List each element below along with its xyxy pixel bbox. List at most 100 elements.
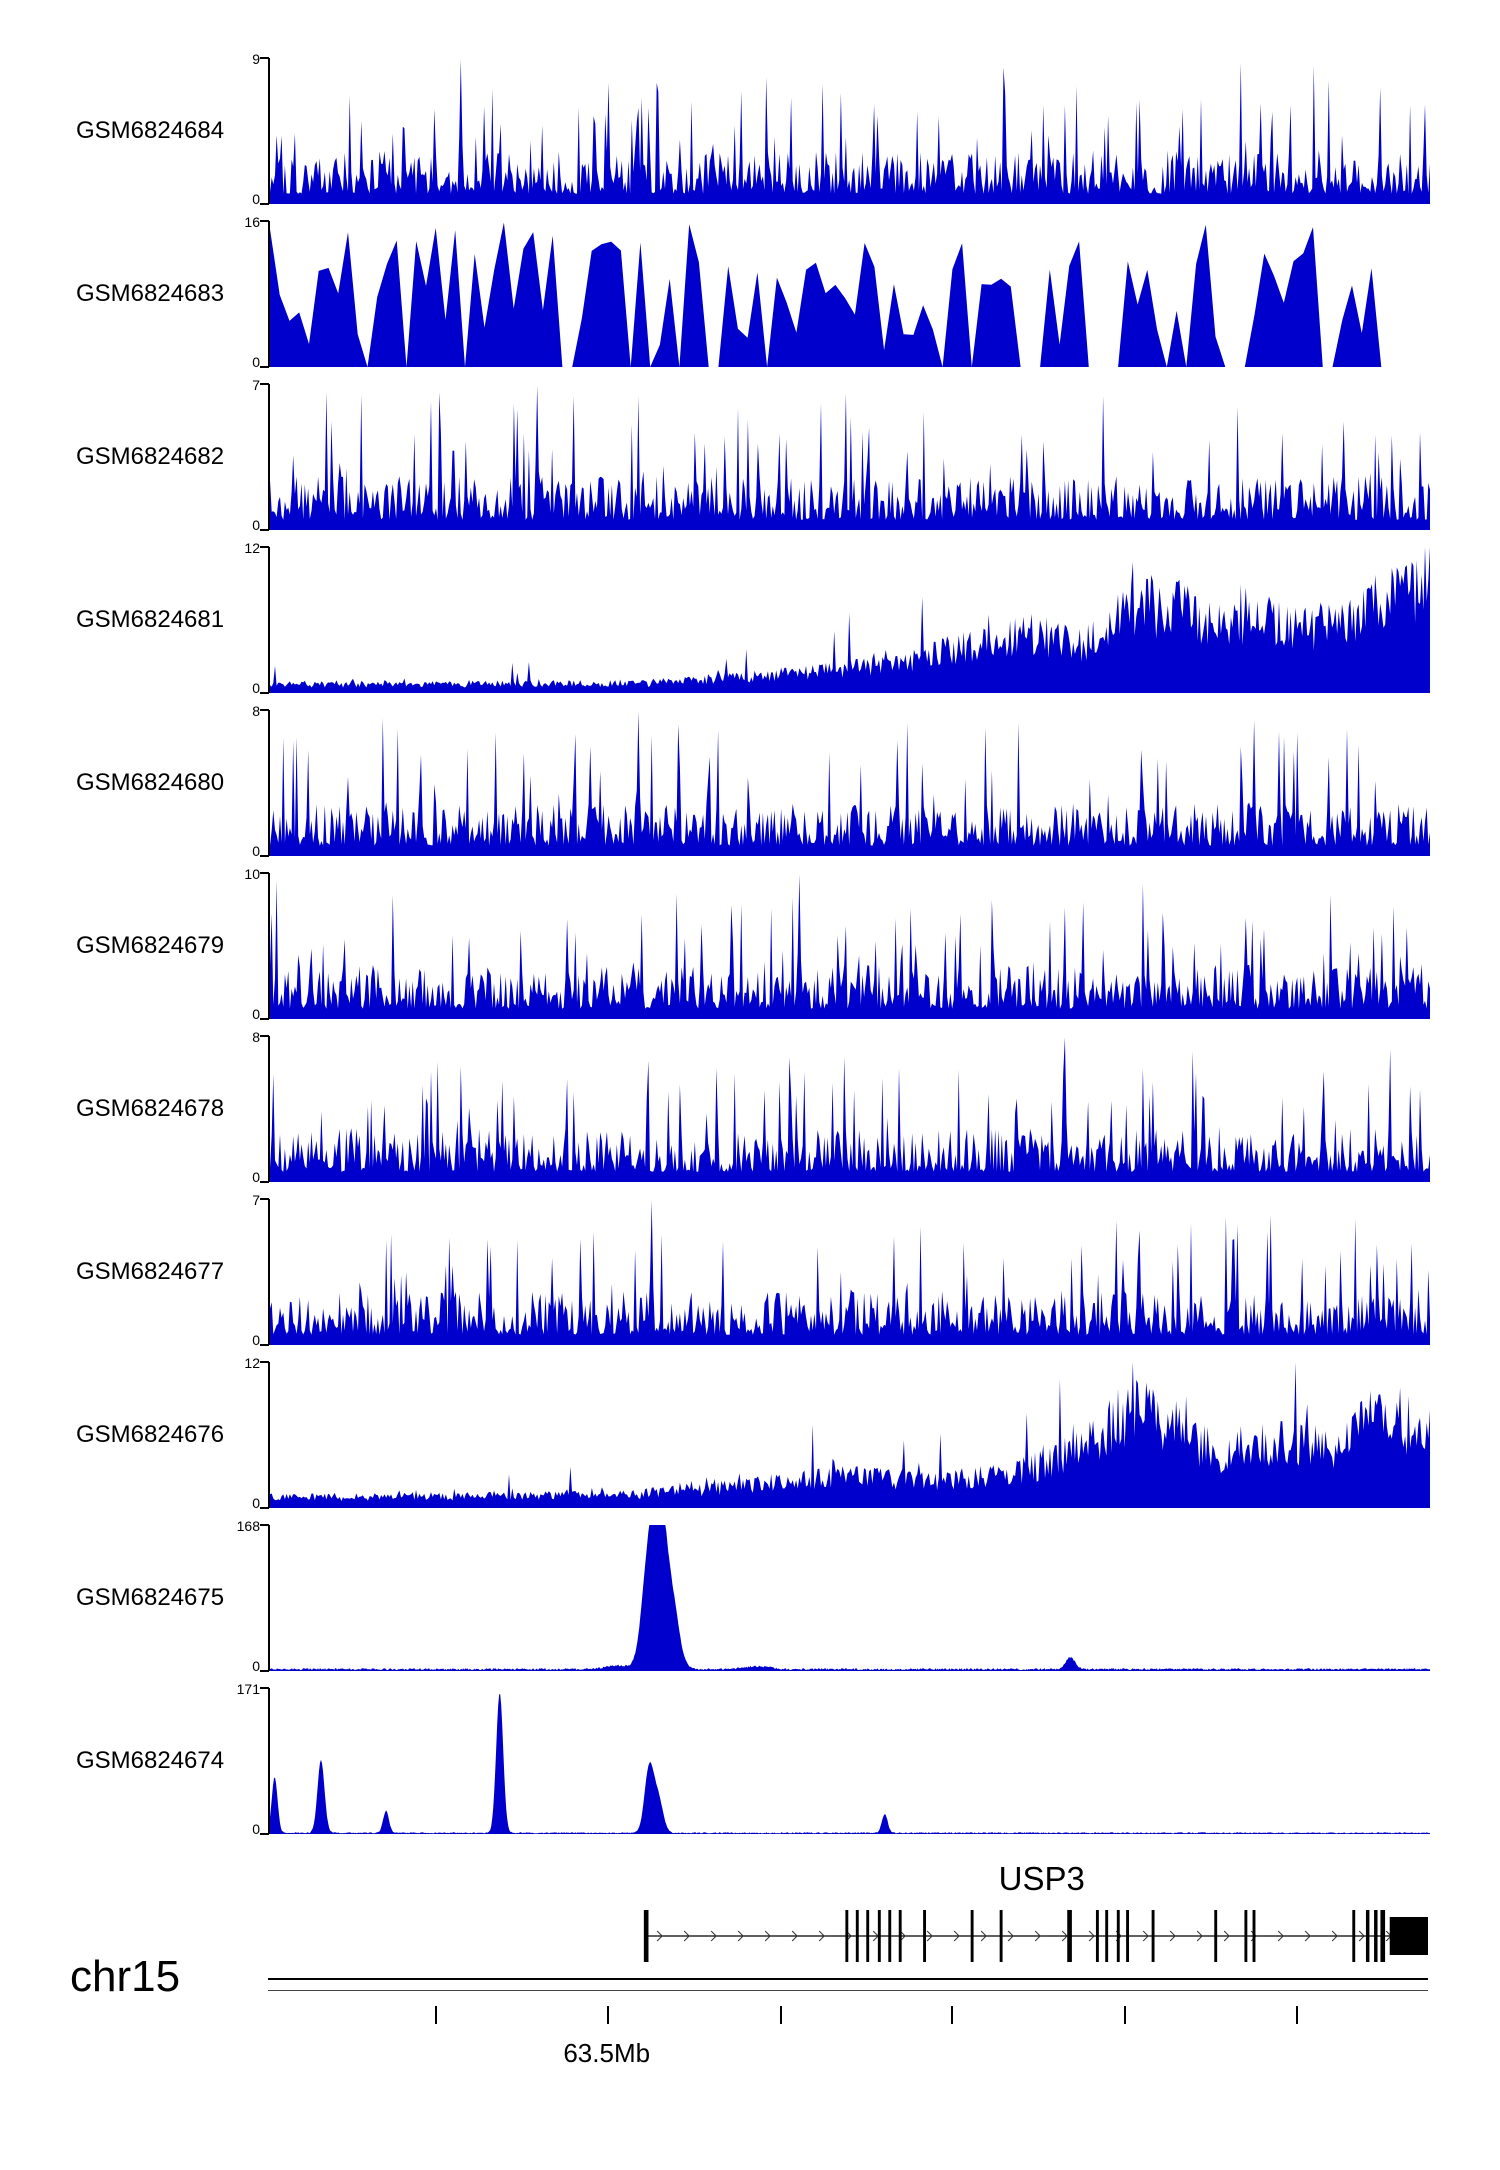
coverage-track: GSM6824680 8 0: [0, 704, 1500, 858]
y-axis-max-label: 9: [252, 51, 260, 67]
coverage-tracks: GSM6824684 9 0 GSM6824683 16 0 GSM6824682 7 0 GSM…: [0, 52, 1500, 1836]
track-label: GSM6824674: [76, 1747, 225, 1774]
track-plot: 12 0: [244, 541, 1430, 695]
coverage-signal: [270, 874, 1430, 1019]
genome-axis: chr15 63.5Mb: [0, 1952, 1500, 2128]
y-axis-tick: [260, 1035, 269, 1037]
gene-model-svg: [643, 1910, 1428, 1962]
coverage-signal: [270, 222, 1430, 367]
axis-tick: [435, 2006, 438, 2024]
axis-tick: [779, 2006, 782, 2024]
y-axis-tick: [260, 1507, 269, 1509]
y-axis-tick: [260, 529, 269, 531]
y-axis-tick: [260, 1670, 269, 1672]
track-plot: 10 0: [244, 867, 1430, 1021]
track-label: GSM6824684: [76, 117, 225, 144]
axis-line: [268, 1978, 1428, 1980]
track-label: GSM6824675: [76, 1584, 225, 1611]
y-axis-max-label: 8: [252, 1029, 260, 1045]
coverage-signal: [270, 59, 1430, 204]
coverage-track: GSM6824677 7 0: [0, 1193, 1500, 1347]
y-axis-zero-label: 0: [252, 1006, 260, 1022]
track-plot: 171 0: [237, 1682, 1430, 1836]
coverage-track: GSM6824682 7 0: [0, 378, 1500, 532]
y-axis-tick: [260, 692, 269, 694]
track-label: GSM6824679: [76, 932, 225, 959]
y-axis-zero-label: 0: [252, 517, 260, 533]
coverage-track: GSM6824684 9 0: [0, 52, 1500, 206]
y-axis-max-label: 10: [244, 866, 260, 882]
axis-tick: [951, 2006, 954, 2024]
coverage-track: GSM6824674 171 0: [0, 1682, 1500, 1836]
y-axis-zero-label: 0: [252, 354, 260, 370]
y-axis-max-label: 12: [244, 540, 260, 556]
y-axis-tick: [260, 1833, 269, 1835]
coverage-signal: [270, 1037, 1430, 1182]
y-axis-tick: [260, 1198, 269, 1200]
track-label: GSM6824678: [76, 1095, 225, 1122]
y-axis-zero-label: 0: [252, 843, 260, 859]
axis-plot: 63.5Mb: [268, 1978, 1428, 2128]
y-axis-max-label: 168: [236, 1518, 260, 1534]
gene-plot: USP3: [268, 1860, 1428, 1970]
y-axis-zero-label: 0: [252, 1495, 260, 1511]
y-axis-tick: [260, 1018, 269, 1020]
y-axis-tick: [260, 220, 269, 222]
coverage-signal: [270, 385, 1430, 530]
y-axis-zero-label: 0: [252, 1332, 260, 1348]
coverage-signal: [270, 711, 1430, 856]
y-axis-max-label: 7: [252, 377, 260, 393]
track-label: GSM6824676: [76, 1421, 225, 1448]
coverage-track: GSM6824675 168 0: [0, 1519, 1500, 1674]
y-axis-tick: [260, 1524, 269, 1526]
coverage-signal: [270, 1362, 1430, 1508]
coverage-signal: [270, 1200, 1430, 1345]
y-axis-tick: [260, 855, 269, 857]
y-axis-zero-label: 0: [252, 191, 260, 207]
y-axis-max-label: 16: [244, 214, 260, 230]
y-axis-tick: [260, 1181, 269, 1183]
coverage-signal: [270, 547, 1430, 693]
coverage-track: GSM6824683 16 0: [0, 215, 1500, 369]
gene-name-label: USP3: [998, 1860, 1085, 1897]
axis-tick: [1295, 2006, 1298, 2024]
track-label: GSM6824683: [76, 280, 225, 307]
coverage-track: GSM6824678 8 0: [0, 1030, 1500, 1184]
coverage-signal: [270, 1694, 1430, 1834]
axis-tick: [1124, 2006, 1127, 2024]
track-label: GSM6824681: [76, 606, 225, 633]
y-axis-tick: [260, 546, 269, 548]
y-axis-tick: [260, 709, 269, 711]
chromosome-label: chr15: [70, 1952, 181, 2001]
coverage-track: GSM6824676 12 0: [0, 1356, 1500, 1510]
gene-track-section: USP3: [0, 1860, 1500, 1970]
y-axis-zero-label: 0: [252, 680, 260, 696]
coverage-track: GSM6824679 10 0: [0, 867, 1500, 1021]
y-axis-tick: [260, 366, 269, 368]
y-axis-tick: [260, 383, 269, 385]
track-label: GSM6824680: [76, 769, 225, 796]
y-axis-tick: [260, 203, 269, 205]
track-label: GSM6824682: [76, 443, 225, 470]
track-plot: 16 0: [244, 215, 1430, 369]
axis-line-secondary: [268, 1990, 1428, 1991]
coverage-track: GSM6824681 12 0: [0, 541, 1500, 695]
y-axis-tick: [260, 57, 269, 59]
y-axis-zero-label: 0: [252, 1821, 260, 1837]
axis-tick: [606, 2006, 609, 2024]
y-axis-max-label: 12: [244, 1355, 260, 1371]
track-plot: 12 0: [244, 1356, 1430, 1510]
track-label: GSM6824677: [76, 1258, 225, 1285]
axis-left-margin: chr15: [0, 1952, 268, 2128]
coverage-signal: [270, 1525, 1430, 1671]
y-axis-tick: [260, 872, 269, 874]
y-axis-zero-label: 0: [252, 1658, 260, 1674]
y-axis-max-label: 171: [236, 1681, 260, 1697]
y-axis-tick: [260, 1361, 269, 1363]
